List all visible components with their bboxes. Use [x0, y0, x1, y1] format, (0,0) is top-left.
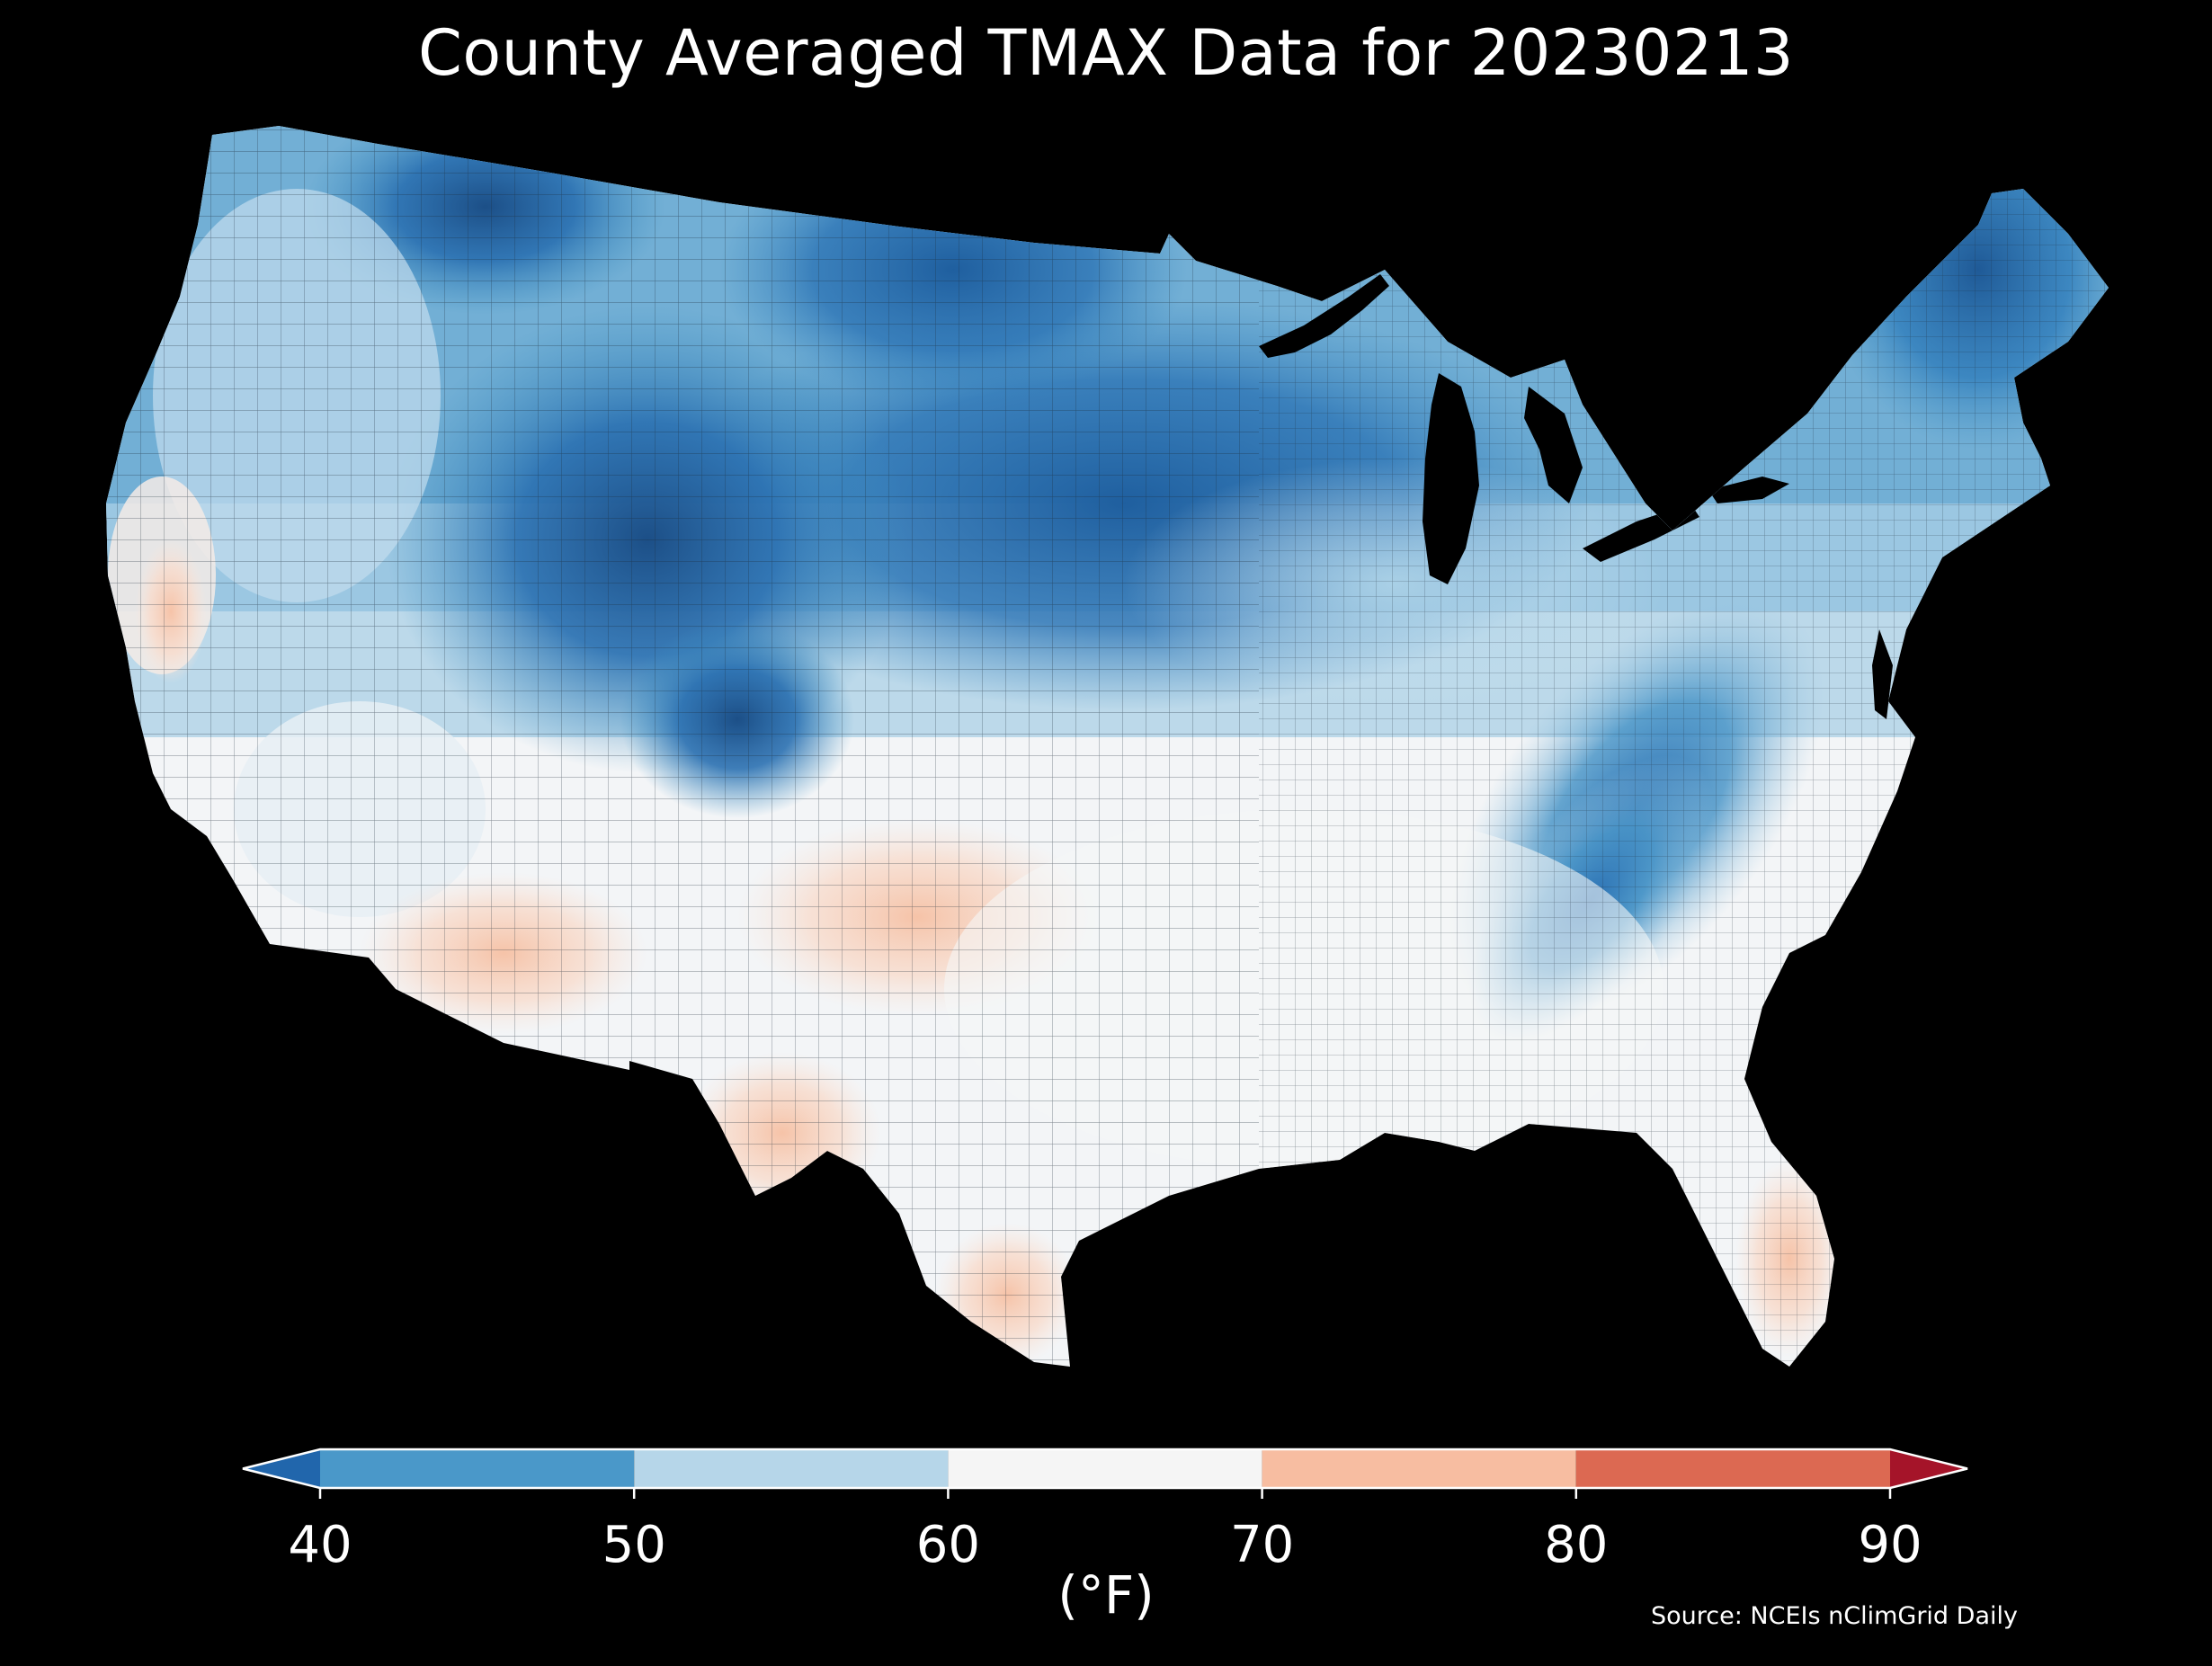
lake-ontario: [1708, 477, 1789, 503]
source-credit: Source: NCEIs nClimGrid Daily: [1651, 1602, 2018, 1630]
colorbar-tick-label-40: 40: [288, 1516, 352, 1574]
colorbar-tick-label-80: 80: [1544, 1516, 1608, 1574]
colorbar-bin-40-50: [320, 1449, 635, 1488]
colorbar-unit-label: (°F): [1057, 1564, 1155, 1626]
colorbar-tick-label-90: 90: [1858, 1516, 1922, 1574]
colorbar-bin-50-60: [634, 1449, 949, 1488]
lake-huron: [1524, 387, 1583, 503]
colorbar-bin-70-80: [1262, 1449, 1576, 1488]
colorbar-bin-80-90: [1575, 1449, 1890, 1488]
colorbar-tick-label-70: 70: [1230, 1516, 1294, 1574]
colorbar-under-extension: [243, 1449, 320, 1488]
map-title: County Averaged TMAX Data for 20230213: [417, 16, 1795, 90]
colorbar-bin-60-70: [948, 1449, 1262, 1488]
colorbar-over-extension: [1890, 1449, 1967, 1488]
colorbar-tick-label-60: 60: [916, 1516, 980, 1574]
lake-michigan: [1423, 373, 1479, 584]
lake-superior: [1259, 274, 1389, 358]
colorbar-tick-label-50: 50: [602, 1516, 666, 1574]
chesapeake-bay: [1872, 629, 1893, 719]
